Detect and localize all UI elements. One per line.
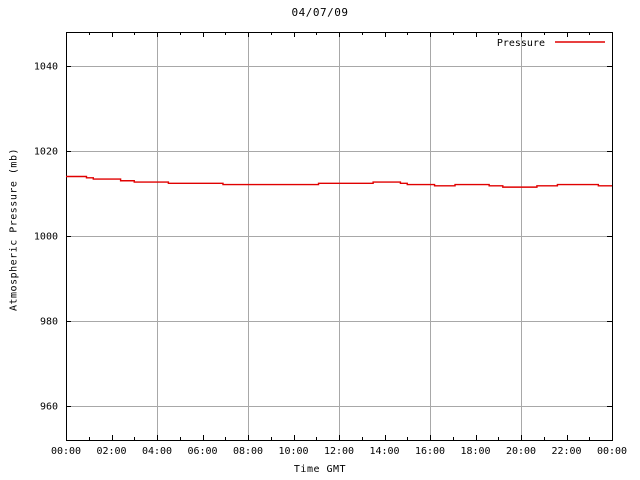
series-line-pressure bbox=[66, 175, 612, 188]
x-tick-label: 06:00 bbox=[187, 446, 217, 457]
x-tick-label: 04:00 bbox=[142, 446, 172, 457]
plot-border bbox=[66, 32, 613, 441]
x-tick-label: 02:00 bbox=[96, 446, 126, 457]
chart-title: 04/07/09 bbox=[291, 6, 349, 19]
y-tick-label: 980 bbox=[40, 317, 58, 328]
legend: Pressure bbox=[497, 38, 605, 49]
axis-tick-labels: 960 980 1000 1020 1040 00:00 02:00 04:00 06:00 08… bbox=[34, 62, 627, 458]
x-tick-label: 12:00 bbox=[324, 446, 354, 457]
x-tick-label: 10:00 bbox=[278, 446, 308, 457]
y-tick-label: 1020 bbox=[34, 147, 58, 158]
gridlines bbox=[66, 32, 612, 440]
x-tick-label: 08:00 bbox=[233, 446, 263, 457]
y-tick-label: 1000 bbox=[34, 232, 58, 243]
legend-label: Pressure bbox=[497, 38, 545, 49]
x-tick-label: 16:00 bbox=[415, 446, 445, 457]
x-axis-title: Time GMT bbox=[293, 464, 347, 475]
x-tick-label: 00:00 bbox=[51, 446, 81, 457]
data-series bbox=[66, 175, 612, 188]
x-tick-label: 14:00 bbox=[369, 446, 399, 457]
x-tick-label: 00:00 bbox=[597, 446, 627, 457]
plot-frame bbox=[66, 32, 613, 441]
x-tick-label: 22:00 bbox=[551, 446, 581, 457]
x-tick-label: 20:00 bbox=[506, 446, 536, 457]
x-tick-label: 18:00 bbox=[460, 446, 490, 457]
y-tick-label: 1040 bbox=[34, 62, 58, 73]
y-tick-label: 960 bbox=[40, 402, 58, 413]
